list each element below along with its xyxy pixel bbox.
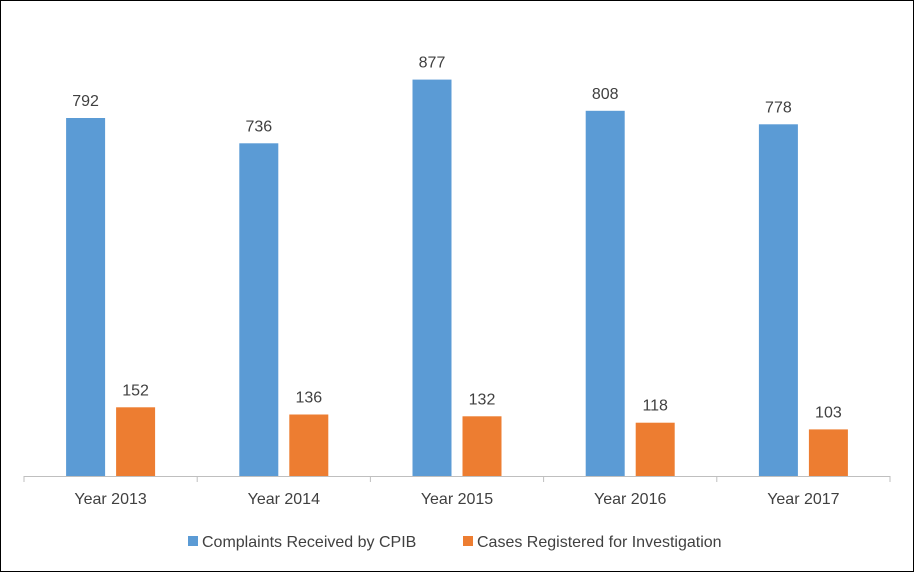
bar-complaints-4 (758, 124, 798, 477)
data-label-cases-0: 152 (122, 382, 149, 399)
bars-layer (66, 79, 848, 477)
bar-cases-2 (462, 416, 502, 476)
bar-cases-4 (808, 429, 848, 476)
data-label-complaints-0: 792 (72, 93, 99, 110)
data-label-cases-1: 136 (295, 390, 322, 407)
bar-complaints-2 (412, 79, 452, 476)
legend: Complaints Received by CPIB Cases Registe… (188, 534, 722, 551)
bar-complaints-3 (585, 110, 625, 477)
bar-cases-1 (289, 414, 329, 476)
bar-cases-3 (635, 422, 675, 476)
data-label-complaints-4: 778 (765, 99, 792, 116)
legend-label-cases: Cases Registered for Investigation (477, 534, 722, 551)
legend-swatch-cases (463, 536, 473, 546)
x-tick-label-0: Year 2013 (74, 491, 146, 508)
data-label-complaints-3: 808 (592, 86, 619, 103)
data-label-cases-4: 103 (815, 404, 842, 421)
data-labels-layer: 792 152 736 136 877 132 808 118 778 103 (72, 55, 842, 422)
x-tick-label-3: Year 2016 (594, 491, 666, 508)
x-tick-label-2: Year 2015 (421, 491, 493, 508)
bar-complaints-0 (66, 118, 106, 476)
data-label-complaints-2: 877 (419, 55, 446, 72)
bar-cases-0 (116, 407, 156, 476)
data-label-cases-3: 118 (642, 398, 668, 415)
legend-swatch-complaints (188, 536, 198, 546)
bar-complaints-1 (239, 143, 279, 477)
x-tick-label-4: Year 2017 (767, 491, 839, 508)
legend-label-complaints: Complaints Received by CPIB (202, 534, 416, 551)
x-axis: Year 2013 Year 2014 Year 2015 Year 2016 Year… (23, 476, 891, 508)
data-label-cases-2: 132 (469, 391, 496, 408)
x-tick-label-1: Year 2014 (248, 491, 320, 508)
data-label-complaints-1: 736 (245, 118, 272, 135)
